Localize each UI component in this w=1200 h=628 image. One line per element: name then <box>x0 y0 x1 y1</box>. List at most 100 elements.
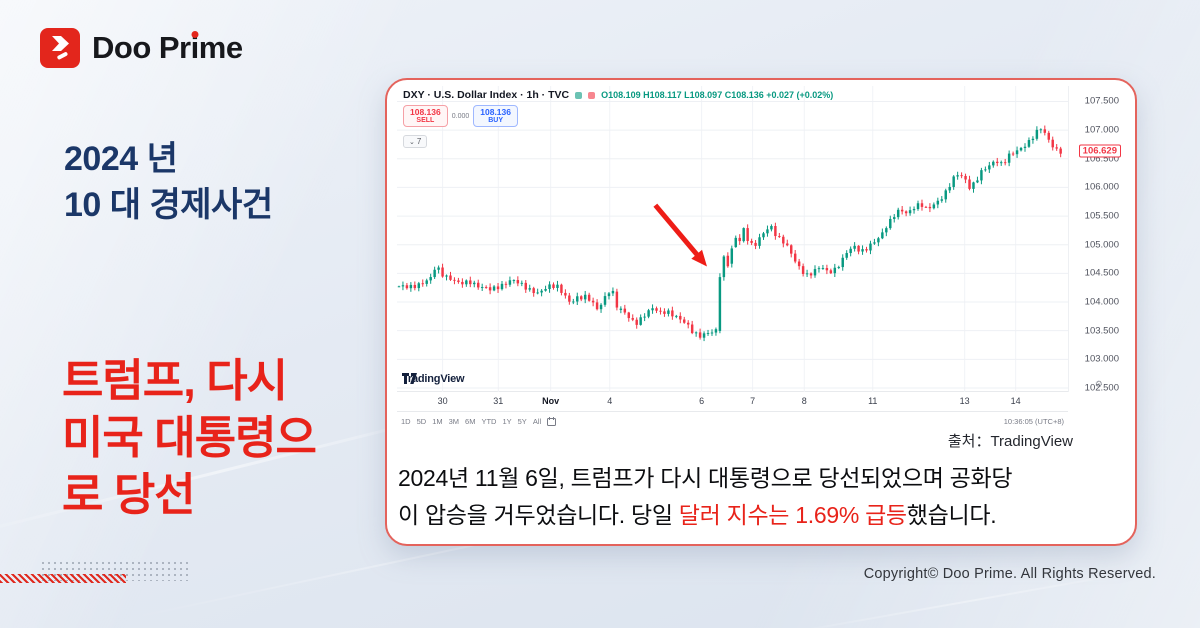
candle-body <box>762 233 765 238</box>
candle-body <box>750 240 753 243</box>
candle-body <box>845 253 848 258</box>
candle-body <box>449 275 452 280</box>
buy-button[interactable]: 108.136 BUY <box>473 105 518 128</box>
candle-body <box>417 283 421 289</box>
candle-body <box>742 228 745 242</box>
chart-symbol-title[interactable]: DXY · U.S. Dollar Index · 1h · TVC <box>403 89 570 101</box>
candle-body <box>754 242 757 246</box>
price-axis-label: 106.000 <box>1084 181 1119 193</box>
candle-body <box>885 228 888 233</box>
range-button-1m[interactable]: 1M <box>432 417 443 426</box>
candle-body <box>465 280 468 285</box>
candle-body <box>580 296 583 300</box>
candle-body <box>1043 129 1047 133</box>
candle-body <box>457 280 460 282</box>
candle-body <box>849 248 852 254</box>
candle-body <box>694 332 698 334</box>
candle-body <box>877 238 880 243</box>
range-buttons: 1D 5D 1M 3M 6M YTD 1Y 5Y All <box>401 417 541 426</box>
candle-body <box>659 310 662 312</box>
candle-body <box>853 245 856 249</box>
candle-body <box>912 209 916 211</box>
candle-body <box>999 162 1003 164</box>
candle-body <box>453 279 456 281</box>
source-attribution: 출처：TradingView <box>947 433 1073 450</box>
candle-body <box>635 319 638 325</box>
candle-body <box>1023 146 1027 148</box>
candle-body <box>568 295 571 302</box>
candle-body <box>817 268 821 270</box>
candle-body <box>829 270 833 274</box>
candle-body <box>698 332 702 338</box>
candle-body <box>556 284 559 288</box>
range-button-all[interactable]: All <box>532 417 542 426</box>
candle-body <box>679 315 682 320</box>
candle-body <box>615 291 619 308</box>
candle-body <box>433 269 436 278</box>
candle-body <box>908 210 912 214</box>
range-button-1d[interactable]: 1D <box>401 417 411 426</box>
candle-body <box>809 273 813 276</box>
legend-collapse-dropdown[interactable]: ⌄ 7 <box>403 135 428 148</box>
chart-clock[interactable]: 10:36:05 (UTC+8) <box>1003 417 1064 426</box>
time-axis-label: 31 <box>493 396 504 406</box>
annotation-arrowhead <box>691 249 708 267</box>
candle-body <box>528 288 531 290</box>
candle-body <box>968 179 971 189</box>
tradingview-attribution[interactable]: TradingView <box>402 373 465 385</box>
candle-body <box>786 243 789 246</box>
time-axis-label: Nov <box>542 396 560 406</box>
candlestick-canvas <box>397 86 1068 392</box>
candle-body <box>480 287 484 288</box>
range-button-3m[interactable]: 3M <box>448 417 460 426</box>
price-axis[interactable]: ⚙ 107.500 107.000 106.500 106.000 105.500 105… <box>1068 86 1125 393</box>
range-button-5y[interactable]: 5Y <box>517 417 527 426</box>
candle-body <box>603 296 607 305</box>
candle-body <box>473 282 476 285</box>
candle-body <box>813 269 817 276</box>
price-axis-label: 105.000 <box>1084 239 1119 251</box>
candle-body <box>548 284 551 290</box>
candle-body <box>524 282 527 290</box>
candle-body <box>655 308 658 311</box>
candle-body <box>746 228 749 241</box>
candle-body <box>595 302 599 310</box>
up-candle-swatch-icon <box>575 91 583 99</box>
candle-body <box>564 292 567 296</box>
candlestick-plot[interactable]: TradingView <box>397 86 1068 392</box>
candle-body <box>397 286 401 288</box>
candle-body <box>889 218 892 229</box>
series-title: 2024 년 10 대 경제사건 <box>64 136 273 228</box>
time-axis-label: 13 <box>959 396 970 406</box>
candle-body <box>1051 139 1054 148</box>
calendar-icon[interactable] <box>547 417 557 426</box>
time-axis[interactable]: 30 31 Nov 4 6 7 8 11 13 14 <box>397 393 1068 410</box>
spread-value: 0.000 <box>451 112 470 120</box>
candle-body <box>778 236 781 237</box>
candle-body <box>520 282 524 284</box>
range-button-1y[interactable]: 1Y <box>502 417 512 426</box>
candle-body <box>976 180 979 183</box>
candle-body <box>738 237 741 242</box>
range-button-6m[interactable]: 6M <box>465 417 476 426</box>
trade-buttons: 108.136 SELL 0.000 108.136 BUY <box>403 105 518 128</box>
range-button-5d[interactable]: 5D <box>416 417 427 426</box>
price-axis-label: 104.000 <box>1084 296 1119 308</box>
range-button-ytd[interactable]: YTD <box>481 417 497 426</box>
series-title-line2: 10 대 경제사건 <box>64 186 273 224</box>
time-axis-label: 14 <box>1010 396 1021 406</box>
candle-body <box>686 322 690 325</box>
candle-body <box>801 266 805 274</box>
event-description: 2024년 11월 6일, 트럼프가 다시 대통령으로 당선되었으며 공화당 이… <box>398 465 1013 528</box>
axis-settings-gear-icon[interactable]: ⚙ <box>1094 379 1103 389</box>
candle-body <box>980 170 983 181</box>
candle-body <box>469 280 472 285</box>
candle-body <box>572 301 575 303</box>
candle-body <box>988 165 991 170</box>
candle-body <box>881 232 884 239</box>
candle-body <box>461 281 464 285</box>
candle-body <box>837 267 841 268</box>
dot-grid-decoration <box>40 560 192 581</box>
chart-legend: DXY · U.S. Dollar Index · 1h · TVC O108.… <box>403 89 833 101</box>
sell-button[interactable]: 108.136 SELL <box>403 105 448 128</box>
